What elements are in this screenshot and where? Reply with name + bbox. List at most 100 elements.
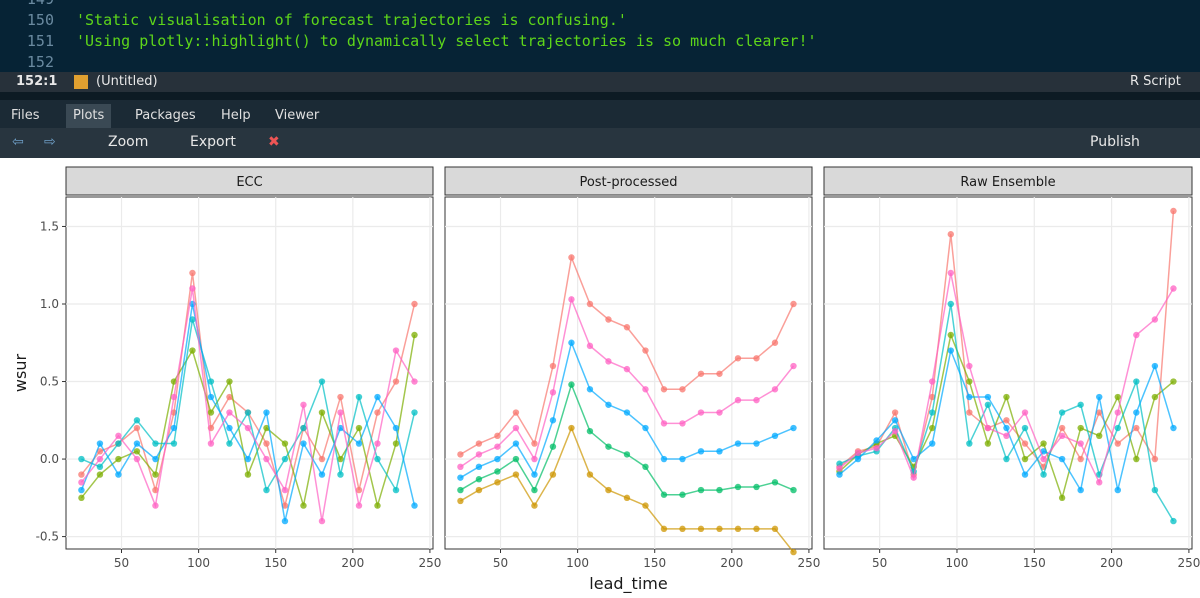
point [734,440,742,447]
tab[interactable]: Help [221,108,251,123]
tab[interactable]: Viewer [275,108,320,123]
point [226,409,233,416]
point [78,479,85,486]
point [244,455,252,463]
point [929,440,936,447]
point [531,440,538,447]
point [947,331,954,339]
point [281,455,289,463]
point [697,409,705,416]
publish-button[interactable]: Publish [1090,134,1140,150]
point [605,443,612,450]
point [605,486,612,494]
point [1021,440,1029,447]
point [716,486,723,494]
panel [444,196,813,550]
point [1058,494,1066,502]
point [263,424,270,432]
point [281,440,289,447]
file-type[interactable]: R Script [1130,74,1181,89]
point [457,474,464,481]
point [697,525,705,533]
tab[interactable]: Packages [135,108,196,123]
y-tick-label: -0.5 [36,530,59,544]
y-tick-label: 0.0 [40,452,59,466]
point [512,471,520,478]
point [568,254,575,261]
line-number: 150 [26,11,54,29]
point [207,440,215,447]
zoom-button[interactable]: Zoom [108,134,149,150]
panel-title: ECC [236,175,262,190]
point [1114,393,1121,401]
back-button[interactable]: ⇦ [12,134,24,150]
point [642,424,649,432]
point [716,448,723,455]
point [1003,393,1010,401]
point [337,393,344,401]
point [226,393,233,401]
point [318,455,326,463]
point [1114,424,1121,432]
point [337,409,344,416]
point [753,525,760,533]
point [115,440,122,447]
point [374,440,381,447]
point [771,339,779,346]
point [716,525,723,533]
point [697,486,705,494]
x-tick-label: 50 [114,556,129,570]
code-editor: 149 150 'Static visualisation of forecast … [0,0,1200,72]
forward-button[interactable]: ⇨ [44,134,56,150]
point [78,455,85,463]
point [411,331,418,339]
point [281,517,289,525]
point [1096,393,1103,401]
point [1040,455,1047,463]
point [494,479,501,486]
point [1021,409,1029,416]
code-line: 'Static visualisation of forecast trajec… [76,11,627,29]
point [244,471,252,478]
line-number: 152 [26,53,54,71]
point [966,409,973,416]
point [679,386,686,393]
point [263,409,270,416]
tab[interactable]: Plots [66,104,112,128]
point [411,409,418,416]
point [512,455,520,463]
remove-button[interactable]: ✖ [268,134,280,150]
point [891,409,899,416]
point [1170,378,1177,385]
point [1077,455,1084,463]
point [549,417,557,424]
code-line: 'Using plotly::highlight() to dynamicall… [76,32,817,50]
point [1040,471,1047,478]
point [152,502,159,509]
status-bar: 152:1 (Untitled) R Script [0,72,1200,92]
file-menu[interactable]: (Untitled) [96,74,158,89]
panel [65,196,434,550]
x-tick-label: 150 [264,556,287,570]
point [457,463,464,471]
tab[interactable]: Files [11,108,40,123]
point [1058,424,1066,432]
point [716,370,723,377]
point [549,443,557,450]
point [512,424,520,432]
point [170,378,178,385]
point [697,370,705,377]
point [660,455,668,463]
point [605,358,612,365]
point [494,443,501,450]
point [854,449,862,457]
point [679,420,686,427]
export-button[interactable]: Export [190,134,236,150]
point [586,300,594,308]
point [1133,424,1140,432]
point [318,517,326,525]
strip [823,166,1193,196]
point [96,448,104,455]
point [475,486,483,494]
point [623,324,631,331]
